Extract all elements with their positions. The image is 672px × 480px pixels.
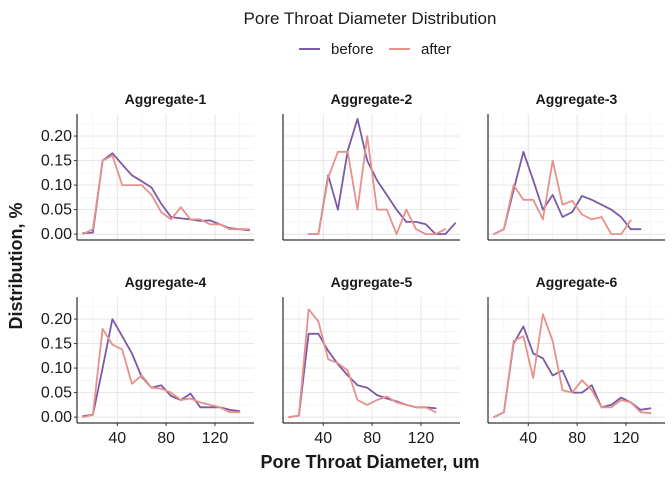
facet-label: Aggregate-1 xyxy=(125,91,207,107)
x-tick-label: 120 xyxy=(613,430,640,447)
x-tick-label: 120 xyxy=(202,430,229,447)
y-tick-label: 0.20 xyxy=(41,311,72,328)
chart-title: Pore Throat Diameter Distribution xyxy=(244,9,497,28)
x-tick-label: 40 xyxy=(519,430,537,447)
facet-panel-4: Aggregate-4 0.00 0.05 0.10 0.15 0.20 40 80 120 xyxy=(41,274,254,447)
facet-label: Aggregate-3 xyxy=(536,91,618,107)
series-line-after xyxy=(288,308,437,419)
y-tick-label: 0.15 xyxy=(41,336,72,353)
legend-label-after: after xyxy=(421,41,451,58)
legend-label-before: before xyxy=(331,41,374,58)
facet-label: Aggregate-2 xyxy=(331,91,413,107)
series-line-after xyxy=(82,154,251,236)
series-line-after xyxy=(493,313,652,419)
y-tick-label: 0.05 xyxy=(41,202,72,219)
facet-panel-3: Aggregate-3 xyxy=(487,91,665,241)
x-tick-label: 40 xyxy=(314,430,332,447)
series-line-after xyxy=(82,327,241,419)
series-line-before xyxy=(493,150,642,236)
facet-panels: Aggregate-10.000.050.100.150.20Aggregate… xyxy=(41,91,665,447)
facet-panel-5: Aggregate-5 40 80 120 xyxy=(282,274,460,447)
y-tick-label: 0.10 xyxy=(41,177,72,194)
x-axis-title: Pore Throat Diameter, um xyxy=(260,452,479,472)
facet-label: Aggregate-5 xyxy=(331,274,413,290)
series-line-after xyxy=(493,159,632,236)
x-tick-label: 40 xyxy=(108,430,126,447)
legend: before after xyxy=(299,41,451,58)
y-tick-label: 0.20 xyxy=(41,128,72,145)
series-line-before xyxy=(307,118,457,236)
facet-panel-1: Aggregate-1 0.00 0.05 0.10 0.15 0.20 xyxy=(41,91,254,243)
y-tick-label: 0.00 xyxy=(41,409,72,426)
x-tick-label: 120 xyxy=(408,430,435,447)
y-tick-label: 0.10 xyxy=(41,360,72,377)
y-tick-label: 0.05 xyxy=(41,385,72,402)
x-tick-label: 80 xyxy=(363,430,381,447)
x-tick-label: 80 xyxy=(568,430,586,447)
facet-panel-2: Aggregate-2 xyxy=(282,91,460,241)
series-line-after xyxy=(307,135,447,236)
x-tick-label: 80 xyxy=(157,430,175,447)
facet-label: Aggregate-4 xyxy=(125,274,207,290)
facet-panel-6: Aggregate-6 40 80 120 xyxy=(487,274,665,447)
y-axis-title: Distribution, % xyxy=(6,203,26,330)
y-tick-label: 0.15 xyxy=(41,153,72,170)
series-line-before xyxy=(82,318,241,418)
y-tick-label: 0.00 xyxy=(41,226,72,243)
facet-label: Aggregate-6 xyxy=(536,274,618,290)
